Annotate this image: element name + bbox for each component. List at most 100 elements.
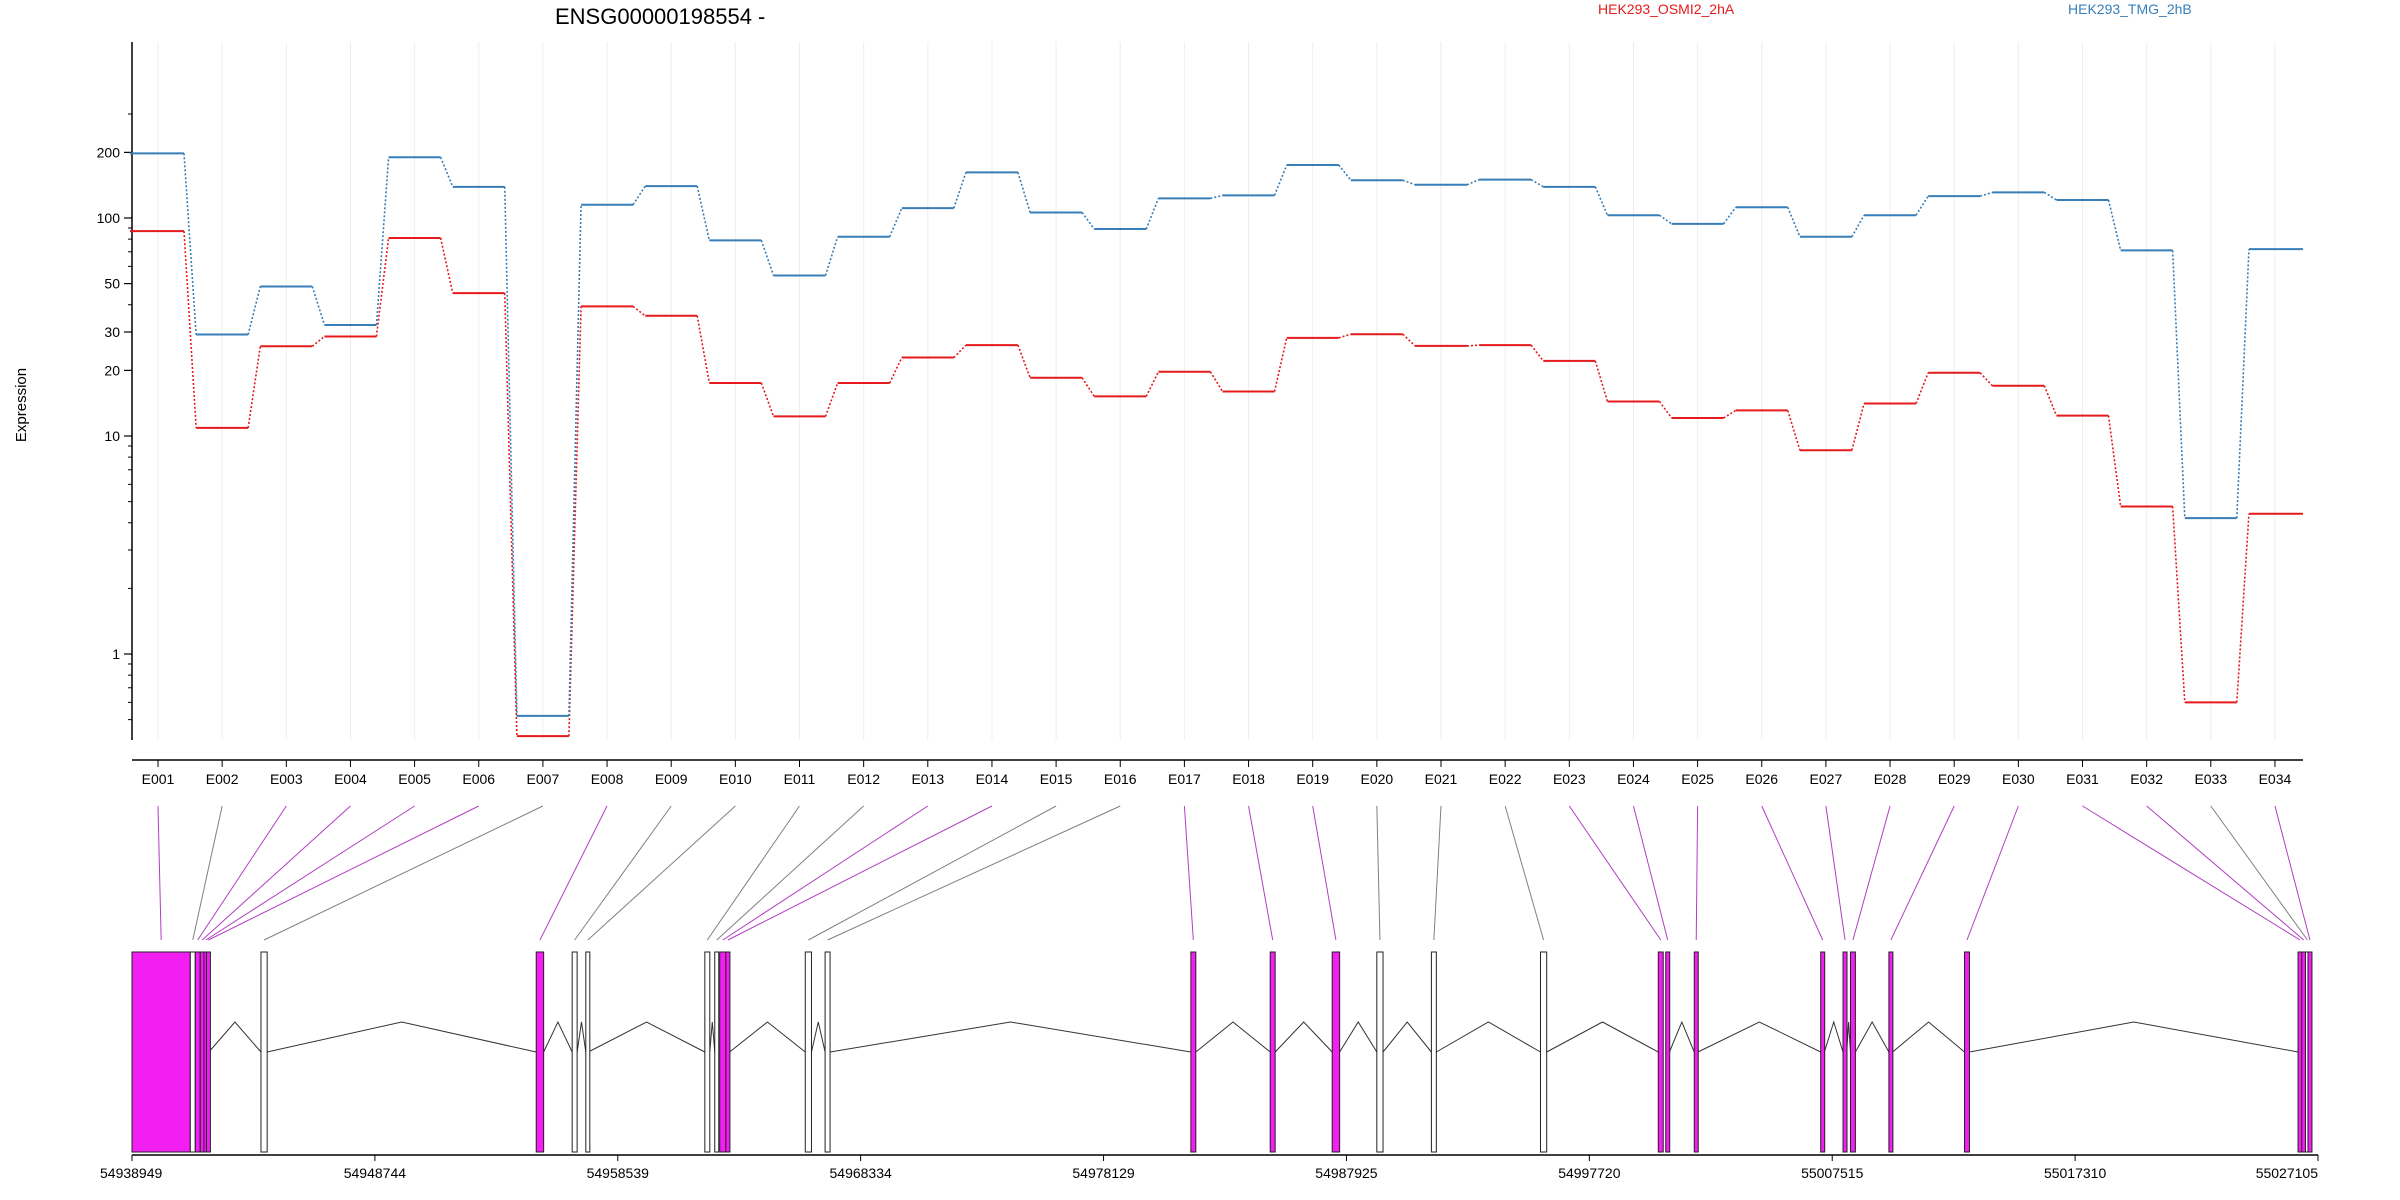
intron: [588, 1021, 706, 1053]
series-step-link: [1594, 186, 1609, 216]
connector-E034: [2274, 805, 2311, 941]
connector-E008: [539, 805, 608, 941]
intron: [1892, 1021, 1965, 1053]
x-axis: E001 E002 E003 E004 E005 E006 E007 E008 E009 E010…: [132, 759, 2303, 787]
intron: [576, 1021, 587, 1053]
series-step-link: [1530, 344, 1544, 362]
connector-E030: [1966, 805, 2019, 941]
x-tick-label: E034: [2259, 771, 2292, 787]
series-step-link: [1081, 212, 1095, 230]
x-tick-label: E023: [1553, 771, 1586, 787]
x-tick-label: E020: [1360, 771, 1393, 787]
connector-E024: [1632, 805, 1669, 941]
series-step-link: [953, 344, 967, 359]
genomic-tick-label: 54997720: [1558, 1165, 1621, 1181]
connector-E003: [197, 805, 287, 941]
intron: [267, 1021, 537, 1053]
series-step-link: [760, 240, 775, 276]
connector-E025: [1695, 805, 1699, 941]
series-1: [130, 230, 2303, 738]
connector-E006: [208, 805, 479, 941]
y-axis: 1 10 20 30 50 100 200: [97, 42, 133, 740]
y-tick-label: 1: [112, 646, 120, 662]
x-tick-label: E025: [1681, 771, 1714, 787]
x-tick-label: E013: [911, 771, 944, 787]
intron: [810, 1021, 826, 1053]
exon-E014: [725, 951, 731, 1153]
series-step-link: [439, 156, 454, 188]
genomic-tick-label: 54948744: [344, 1165, 407, 1181]
exon-E002: [189, 951, 196, 1153]
x-tick-label: E008: [591, 771, 624, 787]
connector-E011: [706, 805, 800, 941]
series-step-link: [2107, 415, 2122, 507]
series-lines: [130, 152, 2303, 738]
series-step-link: [1786, 410, 1801, 451]
exon-E025: [1693, 951, 1699, 1153]
exon-E009: [571, 951, 578, 1153]
series-step-link: [375, 157, 390, 326]
connector-E001: [157, 805, 162, 941]
intron: [829, 1021, 1191, 1053]
genomic-tick-label: 55017310: [2044, 1165, 2107, 1181]
y-tick-label: 20: [104, 362, 120, 378]
series-step-link: [2171, 250, 2186, 519]
intron: [1195, 1021, 1271, 1053]
series-step-link: [632, 305, 646, 317]
y-tick-label: 10: [104, 428, 120, 444]
series-step-link: [503, 293, 518, 737]
intron: [709, 1021, 716, 1053]
genomic-tick-label: 54978129: [1072, 1165, 1135, 1181]
connector-E026: [1761, 805, 1824, 941]
intron: [208, 1021, 262, 1053]
exon-E018: [1269, 951, 1276, 1153]
series-step-link: [1658, 214, 1673, 225]
x-tick-label: E018: [1232, 771, 1265, 787]
exon-E019: [1331, 951, 1341, 1153]
genomic-tick-label: 54958539: [587, 1165, 650, 1181]
genomic-tick-label: 54987925: [1315, 1165, 1378, 1181]
series-step-link: [1402, 333, 1416, 347]
series-step-link: [1466, 344, 1480, 347]
exon-E011: [704, 951, 711, 1153]
x-tick-label: E027: [1810, 771, 1843, 787]
series-step-link: [1017, 172, 1031, 213]
connector-E022: [1504, 805, 1545, 941]
series-step-link: [1658, 401, 1673, 419]
series-step-link: [2107, 199, 2122, 251]
connector-E012: [716, 805, 864, 941]
series-step-link: [247, 346, 262, 428]
connector-E020: [1376, 805, 1381, 941]
connector-E015: [808, 805, 1057, 941]
connector-E002: [192, 805, 223, 941]
series-step-link: [824, 382, 839, 417]
exon-E029: [1888, 951, 1894, 1153]
series-step-link: [1210, 194, 1223, 200]
series-step-link: [183, 153, 197, 335]
intron: [1546, 1021, 1659, 1053]
series-step-link: [311, 286, 326, 326]
series-step-link: [888, 207, 903, 238]
intron: [1697, 1021, 1821, 1053]
series-step-link: [1530, 178, 1544, 188]
exon-E034: [2307, 951, 2313, 1153]
series-step-link: [696, 315, 711, 384]
connector-E019: [1312, 805, 1337, 941]
intron: [1436, 1021, 1541, 1053]
x-tick-label: E021: [1425, 771, 1458, 787]
exon-E021: [1430, 951, 1437, 1153]
exon-connector-lines: [157, 805, 2311, 941]
exon-E007: [260, 951, 268, 1153]
x-tick-label: E014: [976, 771, 1009, 787]
series-step-link: [2236, 249, 2250, 519]
exon-E028: [1849, 951, 1856, 1153]
chart-title: ENSG00000198554 -: [555, 4, 765, 29]
exon-E015: [804, 951, 812, 1153]
connector-E027: [1825, 805, 1846, 941]
exon-E001: [131, 951, 191, 1153]
x-tick-label: E015: [1040, 771, 1073, 787]
series-step-link: [183, 231, 197, 428]
x-tick-label: E033: [2194, 771, 2227, 787]
connector-E033: [2210, 805, 2308, 941]
